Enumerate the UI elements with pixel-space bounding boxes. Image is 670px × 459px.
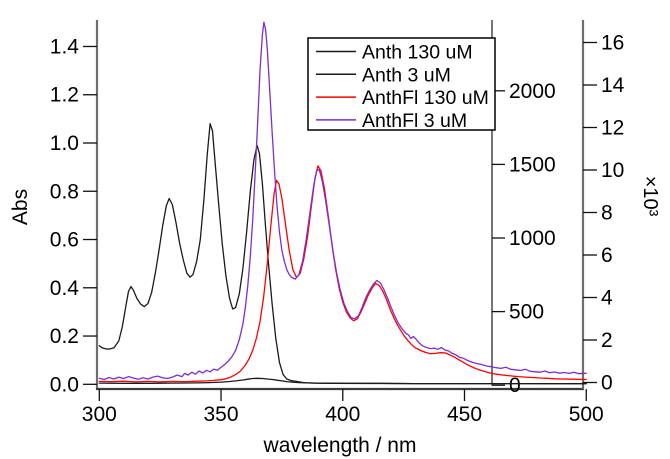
x-axis-tick-label: 350 bbox=[204, 403, 239, 426]
right-outer-axis-tick-label: 6 bbox=[601, 244, 613, 267]
series-curve-AnthFl-130-uM bbox=[98, 165, 587, 383]
x-axis-tick-label: 300 bbox=[82, 403, 117, 426]
right-outer-axis-multiplier: ×10³ bbox=[639, 176, 661, 217]
right-outer-axis-tick-label: 4 bbox=[601, 287, 613, 310]
right-outer-axis-tick-label: 0 bbox=[601, 372, 613, 395]
left-axis-tick-label: 1.2 bbox=[50, 84, 79, 107]
x-axis-tick-label: 500 bbox=[569, 403, 604, 426]
left-axis-tick-label: 0.8 bbox=[50, 180, 79, 203]
left-axis-tick-label: 0.0 bbox=[50, 373, 79, 396]
right-outer-axis-tick-label: 12 bbox=[601, 117, 624, 140]
axis-ticks-layer: 300 350 400 450 500 0.0 0.2 0.4 0.6 0.8 1.0 1.2 1.4 0… bbox=[50, 32, 625, 427]
right-outer-axis-tick-label: 2 bbox=[601, 329, 613, 352]
left-axis-tick-label: 0.2 bbox=[50, 325, 79, 348]
right-inner-axis-tick-label: 2000 bbox=[509, 80, 556, 103]
series-curve-Anth-3-uM bbox=[98, 377, 587, 385]
left-axis-tick-label: 1.4 bbox=[50, 35, 80, 58]
right-outer-axis-tick-label: 16 bbox=[601, 32, 624, 55]
series-curve-Anth-130-uM bbox=[98, 123, 587, 385]
x-axis-tick-label: 400 bbox=[325, 403, 360, 426]
right-outer-axis-tick-label: 8 bbox=[601, 202, 613, 225]
left-axis-tick-label: 1.0 bbox=[50, 132, 79, 155]
right-inner-axis-tick-label: 1000 bbox=[509, 227, 556, 250]
legend-label: AnthFl 3 uM bbox=[362, 110, 467, 132]
legend-label: Anth 130 uM bbox=[362, 42, 473, 64]
right-outer-axis-tick-label: 10 bbox=[601, 159, 624, 182]
series-curve-AnthFl-3-uM bbox=[98, 21, 587, 381]
legend-box bbox=[307, 37, 496, 131]
right-inner-axis-tick-label: 500 bbox=[509, 301, 544, 324]
right-outer-axis-tick-label: 14 bbox=[601, 74, 625, 97]
right-inner-axis-tick-label: 1500 bbox=[509, 153, 556, 176]
left-axis-tick-label: 0.4 bbox=[50, 277, 80, 300]
legend-label: Anth 3 uM bbox=[362, 64, 451, 86]
right-inner-axis-tick-label: 0 bbox=[509, 374, 521, 397]
legend-label: AnthFl 130 uM bbox=[362, 87, 489, 109]
left-axis-title: Abs bbox=[9, 189, 32, 225]
left-axis-tick-label: 0.6 bbox=[50, 229, 79, 252]
curves-layer bbox=[98, 21, 587, 385]
bottom-axis-title: wavelength / nm bbox=[263, 434, 417, 457]
x-axis-tick-label: 450 bbox=[447, 403, 482, 426]
